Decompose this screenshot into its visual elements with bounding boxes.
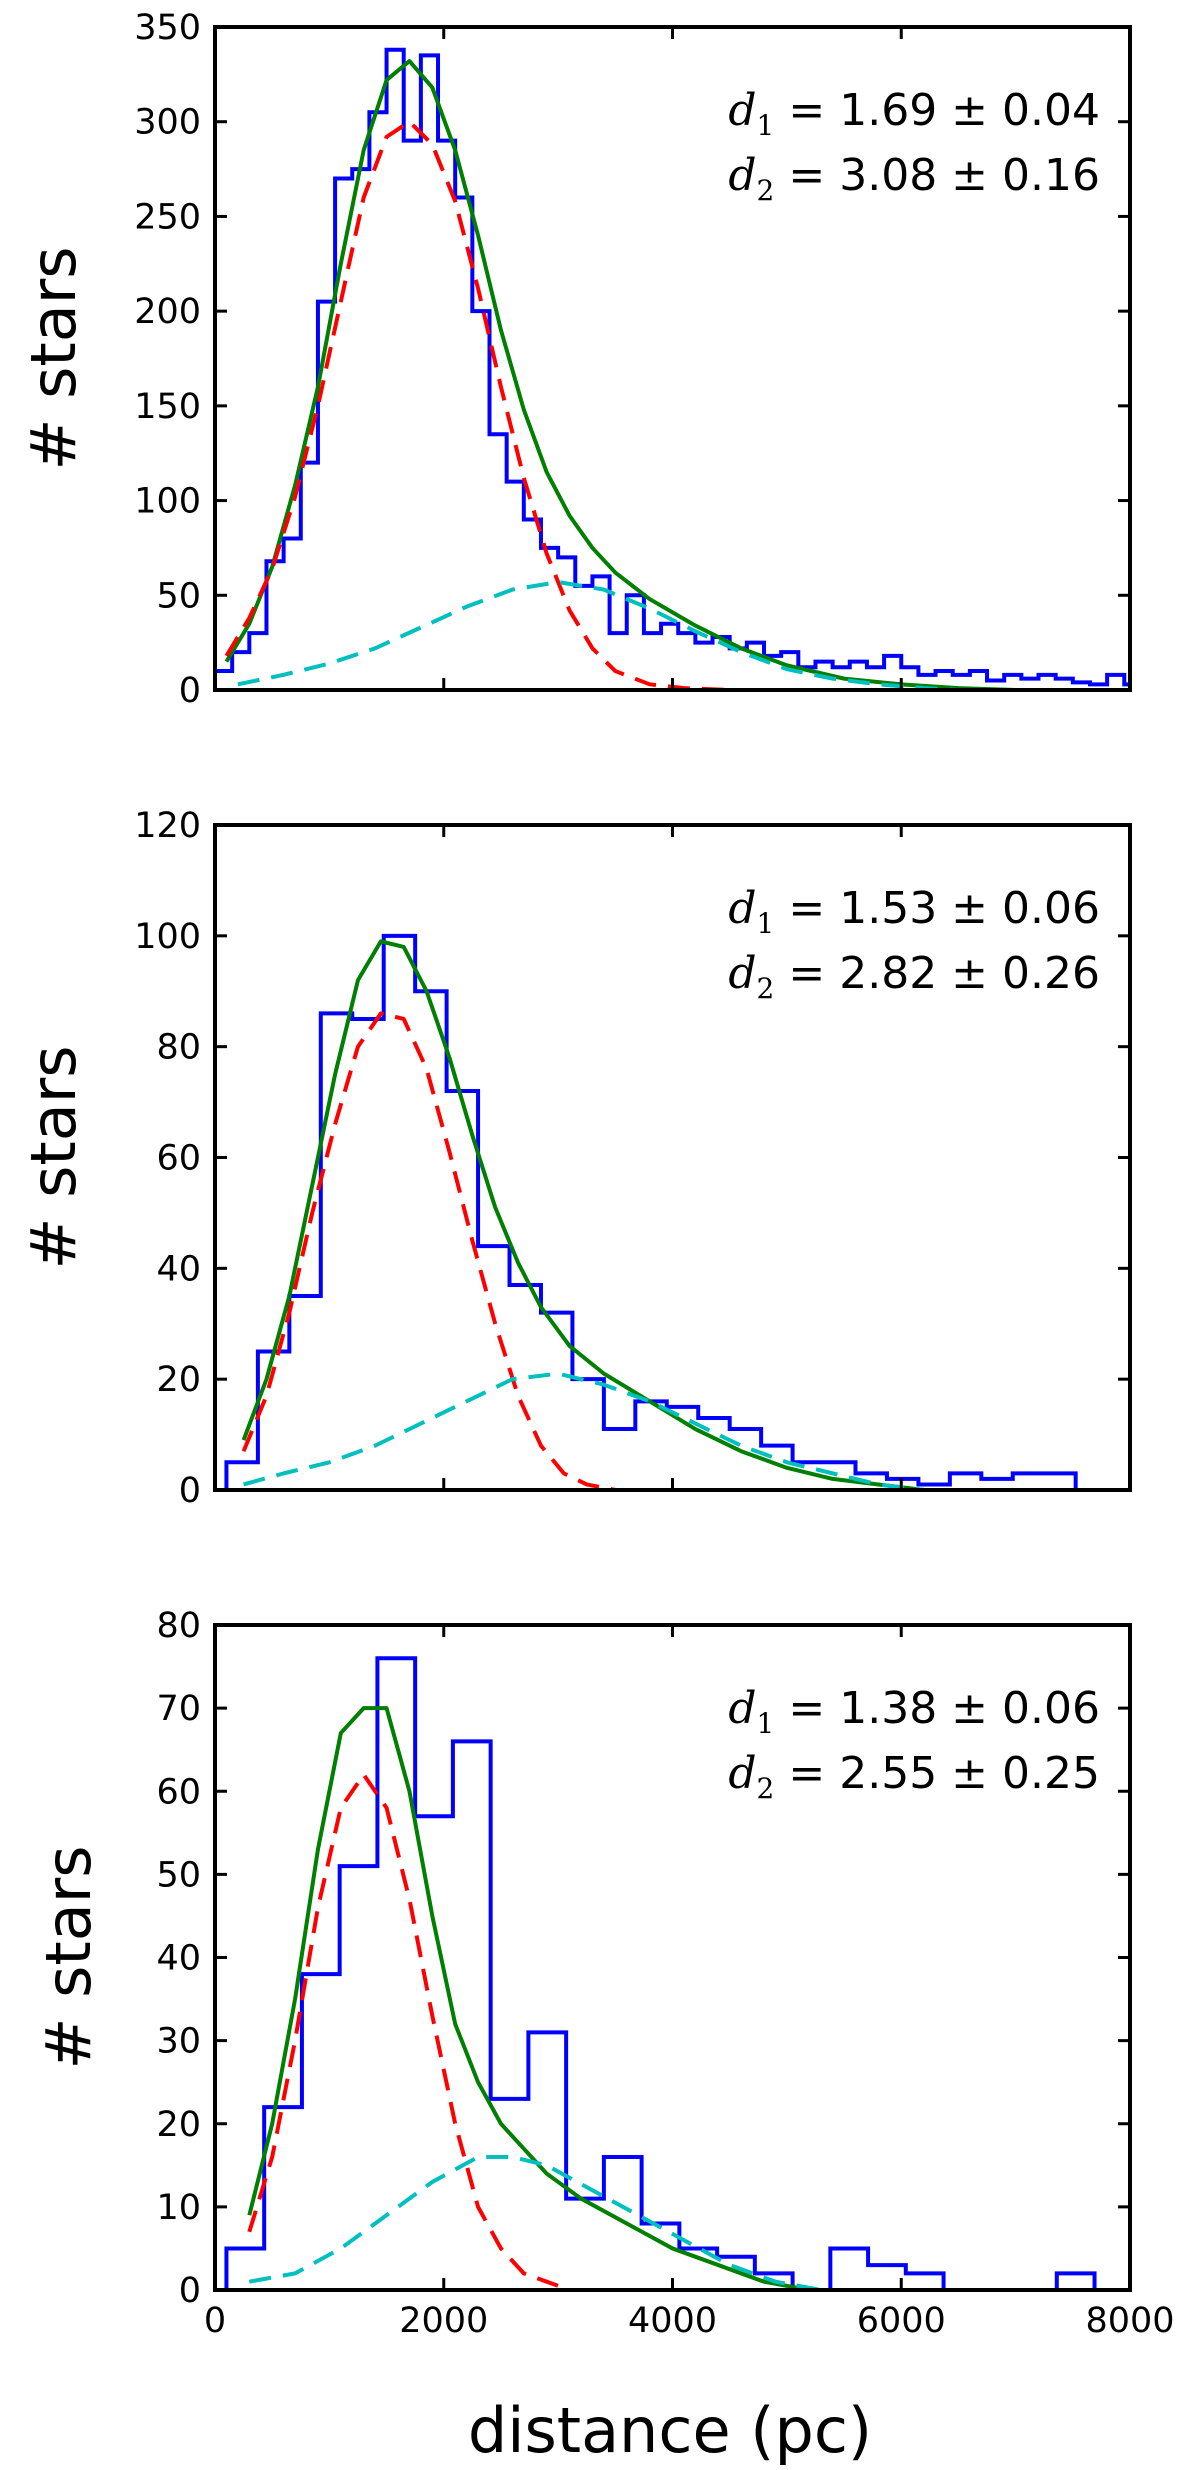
y-tick-label: 10 [156, 2188, 201, 2228]
y-tick-label: 350 [134, 8, 201, 48]
y-tick-label: 40 [156, 1249, 201, 1289]
y-tick-label: 20 [156, 1360, 201, 1400]
y-tick-label: 100 [134, 917, 201, 957]
x-tick-label: 8000 [1085, 2301, 1174, 2341]
fit-curve-component-2 [237, 580, 959, 690]
x-tick-label: 6000 [857, 2301, 946, 2341]
y-tick-label: 120 [134, 806, 201, 846]
y-axis-label: # stars [32, 1845, 105, 2069]
histogram-steps [215, 47, 1130, 690]
y-tick-label: 200 [134, 292, 201, 332]
fit-curve-component-1 [241, 1011, 616, 1490]
y-tick-label: 250 [134, 197, 201, 237]
histogram-steps [224, 1656, 1097, 2290]
plot-area [224, 933, 1078, 1490]
annotation-d2: d2 = 2.55 ± 0.25 [728, 1748, 1100, 1805]
fit-curve-total-fit [241, 939, 925, 1490]
plot-area [215, 47, 1130, 690]
y-tick-label: 50 [156, 1855, 201, 1895]
annotation-d1: d1 = 1.53 ± 0.06 [728, 883, 1100, 940]
y-tick-label: 60 [156, 1139, 201, 1179]
y-tick-label: 80 [156, 1606, 201, 1646]
histogram-steps [224, 933, 1078, 1490]
y-tick-label: 300 [134, 103, 201, 143]
y-tick-label: 60 [156, 1772, 201, 1812]
annotation-d1: d1 = 1.69 ± 0.04 [728, 85, 1100, 142]
plot-area [224, 1656, 1097, 2290]
x-tick-label: 0 [204, 2301, 226, 2341]
y-tick-label: 50 [156, 576, 201, 616]
y-tick-label: 80 [156, 1028, 201, 1068]
y-axis-label: # stars [17, 246, 90, 470]
annotation-d2: d2 = 3.08 ± 0.16 [728, 150, 1100, 207]
y-tick-label: 20 [156, 2105, 201, 2145]
y-tick-label: 100 [134, 482, 201, 522]
annotation-d2: d2 = 2.82 ± 0.26 [728, 948, 1100, 1005]
y-tick-label: 0 [179, 1471, 201, 1511]
fit-curve-component-1 [224, 119, 730, 690]
y-tick-label: 40 [156, 1939, 201, 1979]
x-axis-label: distance (pc) [468, 2394, 872, 2467]
panel-3: 0 2000 4000 6000 8000 0 10 20 30 40 50 60 70 80 # star… [32, 1606, 1175, 2341]
fit-curve-total-fit [224, 59, 1073, 690]
fit-curve-total-fit [247, 1706, 902, 2290]
fit-curve-component-2 [248, 2155, 856, 2290]
panel-1: 0 50 100 150 200 250 300 350 # stars d1 = 1.69 ± … [17, 8, 1132, 711]
x-tick-label: 2000 [399, 2301, 488, 2341]
annotation-d1: d1 = 1.38 ± 0.06 [728, 1683, 1100, 1740]
x-tick-label: 4000 [628, 2301, 717, 2341]
panel-2: 0 20 40 60 80 100 120 # stars d1 = 1.53 ± 0.06 d2… [17, 806, 1132, 1511]
y-tick-label: 70 [156, 1689, 201, 1729]
y-axis-label: # stars [17, 1045, 90, 1269]
y-tick-label: 30 [156, 2022, 201, 2062]
y-tick-label: 0 [179, 671, 201, 711]
y-tick-label: 0 [179, 2271, 201, 2311]
fit-curve-component-2 [243, 1371, 970, 1490]
y-tick-label: 150 [134, 387, 201, 427]
